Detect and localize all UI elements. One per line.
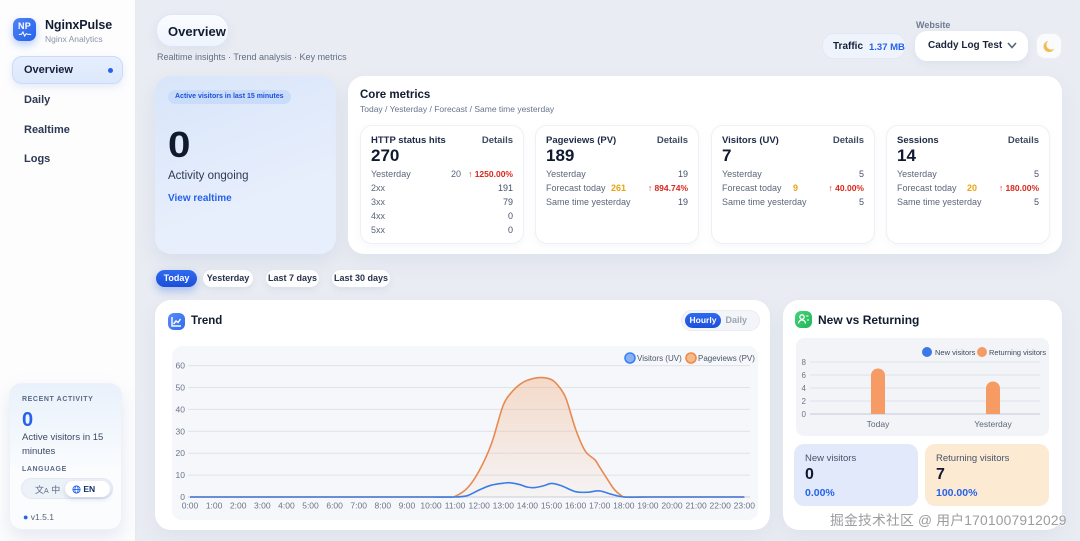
svg-text:Pageviews (PV): Pageviews (PV) <box>698 354 755 363</box>
svg-text:11:00: 11:00 <box>445 501 466 511</box>
svg-text:Visitors (UV): Visitors (UV) <box>637 354 682 363</box>
svg-text:18:00: 18:00 <box>613 501 635 511</box>
svg-text:30: 30 <box>176 426 186 436</box>
svg-text:1:00: 1:00 <box>206 501 223 511</box>
svg-text:Yesterday: Yesterday <box>974 419 1012 429</box>
svg-text:4: 4 <box>802 384 807 393</box>
svg-text:50: 50 <box>176 383 186 393</box>
svg-text:10:00: 10:00 <box>420 501 442 511</box>
svg-text:6: 6 <box>802 371 807 380</box>
svg-text:21:00: 21:00 <box>685 501 707 511</box>
svg-text:17:00: 17:00 <box>589 501 611 511</box>
svg-text:14:00: 14:00 <box>517 501 539 511</box>
svg-text:2:00: 2:00 <box>230 501 247 511</box>
svg-text:16:00: 16:00 <box>565 501 587 511</box>
svg-text:19:00: 19:00 <box>637 501 659 511</box>
svg-text:2: 2 <box>802 397 807 406</box>
svg-text:Today: Today <box>867 419 890 429</box>
svg-text:23:00: 23:00 <box>734 501 756 511</box>
svg-text:0:00: 0:00 <box>182 501 199 511</box>
svg-text:60: 60 <box>176 361 186 371</box>
svg-text:3:00: 3:00 <box>254 501 271 511</box>
svg-text:Returning visitors: Returning visitors <box>989 348 1046 357</box>
svg-text:New visitors: New visitors <box>935 348 976 357</box>
svg-text:0: 0 <box>180 492 185 502</box>
svg-text:7:00: 7:00 <box>350 501 367 511</box>
svg-text:9:00: 9:00 <box>399 501 416 511</box>
svg-text:0: 0 <box>802 410 807 419</box>
svg-text:8:00: 8:00 <box>375 501 392 511</box>
svg-text:6:00: 6:00 <box>326 501 343 511</box>
svg-text:15:00: 15:00 <box>541 501 563 511</box>
svg-text:20:00: 20:00 <box>661 501 683 511</box>
svg-text:13:00: 13:00 <box>493 501 515 511</box>
svg-text:40: 40 <box>176 404 186 414</box>
svg-text:10: 10 <box>176 470 186 480</box>
svg-text:8: 8 <box>802 358 807 367</box>
svg-text:22:00: 22:00 <box>710 501 732 511</box>
svg-text:12:00: 12:00 <box>469 501 491 511</box>
svg-text:5:00: 5:00 <box>302 501 319 511</box>
svg-text:4:00: 4:00 <box>278 501 295 511</box>
svg-text:20: 20 <box>176 448 186 458</box>
